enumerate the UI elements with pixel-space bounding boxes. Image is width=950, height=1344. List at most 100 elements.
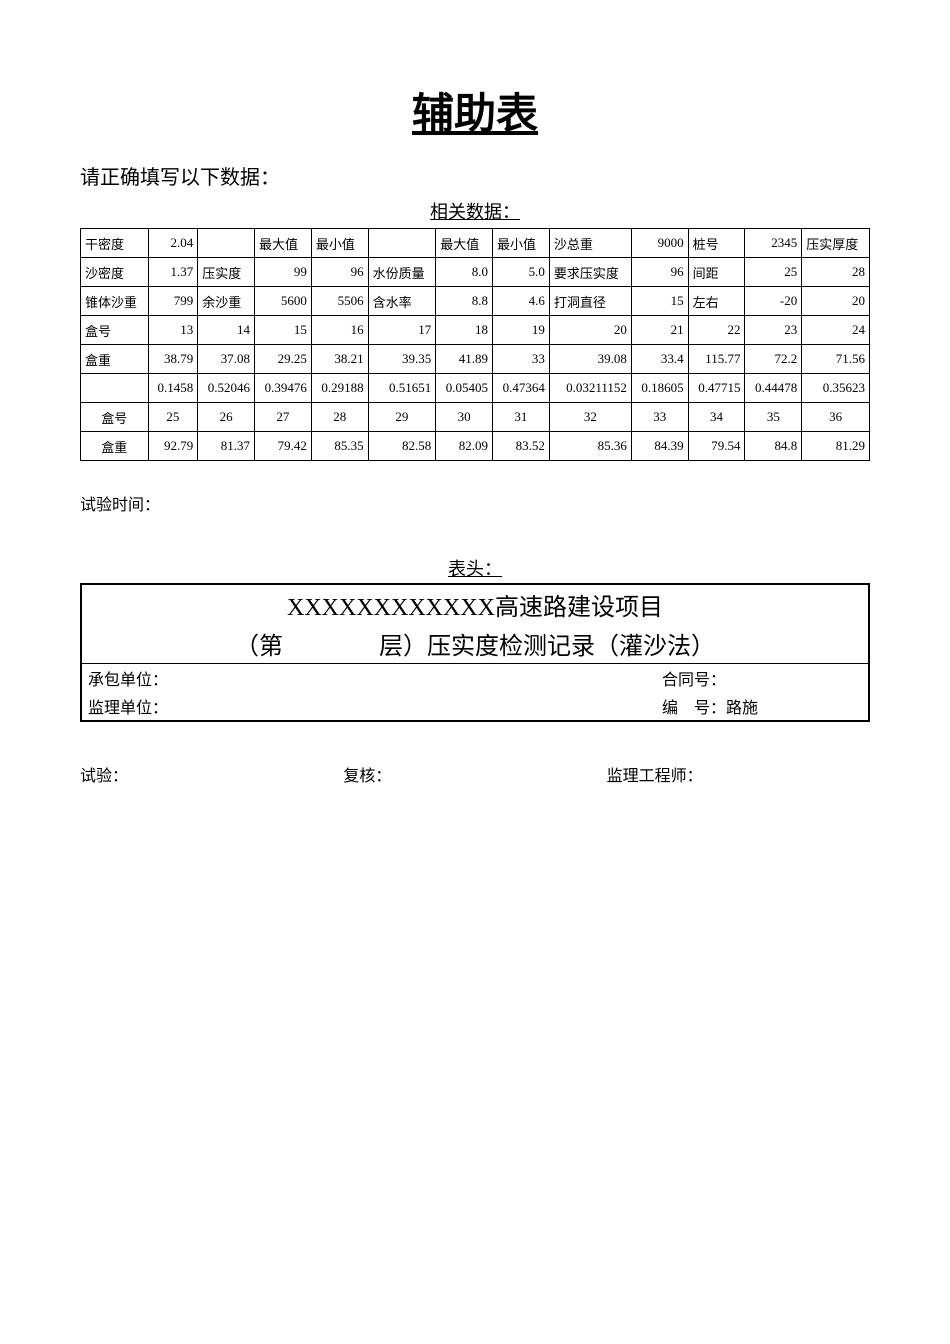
table-cell: 33 <box>493 345 550 374</box>
table-cell: 36 <box>802 403 870 432</box>
table-cell: 最小值 <box>311 229 368 258</box>
table-cell: 锥体沙重 <box>81 287 149 316</box>
table-cell: 0.47715 <box>688 374 745 403</box>
table-cell: 38.21 <box>311 345 368 374</box>
table-cell: 19 <box>493 316 550 345</box>
table-cell: 打洞直径 <box>549 287 631 316</box>
table-cell: 39.08 <box>549 345 631 374</box>
table-cell: 余沙重 <box>198 287 255 316</box>
table-cell: 0.03211152 <box>549 374 631 403</box>
table-cell: 0.1458 <box>148 374 198 403</box>
table-cell: 82.09 <box>436 432 493 461</box>
layer-line: （第 层）压实度检测记录（灌沙法） <box>81 624 869 664</box>
table-cell: 9000 <box>631 229 688 258</box>
doc-no-label: 编 号： <box>662 700 726 717</box>
review-signature: 复核： <box>343 762 606 786</box>
table-cell: 29 <box>368 403 436 432</box>
table-cell: 84.39 <box>631 432 688 461</box>
table-cell: 96 <box>311 258 368 287</box>
table-cell <box>368 229 436 258</box>
table-cell: 15 <box>255 316 312 345</box>
table-cell: 20 <box>549 316 631 345</box>
supervisor-label: 监理单位： <box>88 694 662 718</box>
table-cell: 32 <box>549 403 631 432</box>
table-cell: -20 <box>745 287 802 316</box>
table-cell: 23 <box>745 316 802 345</box>
table-cell: 8.0 <box>436 258 493 287</box>
table-cell: 1.37 <box>148 258 198 287</box>
table-cell <box>81 374 149 403</box>
table-cell: 17 <box>368 316 436 345</box>
table-cell: 28 <box>802 258 870 287</box>
table-cell: 72.2 <box>745 345 802 374</box>
table-cell: 18 <box>436 316 493 345</box>
table-cell: 2345 <box>745 229 802 258</box>
header-section-label: 表头： <box>80 555 870 581</box>
table-cell: 31 <box>493 403 550 432</box>
table-cell: 799 <box>148 287 198 316</box>
table-cell: 沙总重 <box>549 229 631 258</box>
table-cell: 8.8 <box>436 287 493 316</box>
table-cell: 间距 <box>688 258 745 287</box>
trial-time-label: 试验时间： <box>80 491 870 515</box>
table-cell: 0.51651 <box>368 374 436 403</box>
table-cell <box>198 229 255 258</box>
table-cell: 0.05405 <box>436 374 493 403</box>
table-cell: 左右 <box>688 287 745 316</box>
table-cell: 5506 <box>311 287 368 316</box>
data-table: 干密度2.04最大值最小值最大值最小值沙总重9000桩号2345压实厚度沙密度1… <box>80 228 870 461</box>
table-cell: 79.54 <box>688 432 745 461</box>
table-cell: 38.79 <box>148 345 198 374</box>
table-cell: 29.25 <box>255 345 312 374</box>
table-cell: 0.39476 <box>255 374 312 403</box>
contract-no-label: 合同号： <box>662 666 862 690</box>
table-cell: 沙密度 <box>81 258 149 287</box>
table-cell: 81.37 <box>198 432 255 461</box>
table-cell: 79.42 <box>255 432 312 461</box>
table-cell: 13 <box>148 316 198 345</box>
test-signature: 试验： <box>80 762 343 786</box>
table-cell: 92.79 <box>148 432 198 461</box>
table-cell: 82.58 <box>368 432 436 461</box>
table-cell: 压实度 <box>198 258 255 287</box>
table-cell: 盒号 <box>81 316 149 345</box>
table-cell: 22 <box>688 316 745 345</box>
table-cell: 96 <box>631 258 688 287</box>
table-cell: 21 <box>631 316 688 345</box>
table-cell: 2.04 <box>148 229 198 258</box>
table-cell: 盒重 <box>81 345 149 374</box>
table-cell: 34 <box>688 403 745 432</box>
table-cell: 85.36 <box>549 432 631 461</box>
instruction-text: 请正确填写以下数据： <box>80 161 870 190</box>
engineer-signature: 监理工程师： <box>607 762 870 786</box>
data-section-label: 相关数据： <box>80 198 870 224</box>
table-cell: 压实厚度 <box>802 229 870 258</box>
table-cell: 桩号 <box>688 229 745 258</box>
table-cell: 81.29 <box>802 432 870 461</box>
table-cell: 39.35 <box>368 345 436 374</box>
table-cell: 水份质量 <box>368 258 436 287</box>
table-cell: 33 <box>631 403 688 432</box>
table-cell: 25 <box>745 258 802 287</box>
table-cell: 99 <box>255 258 312 287</box>
table-cell: 28 <box>311 403 368 432</box>
table-cell: 最大值 <box>255 229 312 258</box>
table-cell: 0.44478 <box>745 374 802 403</box>
table-cell: 26 <box>198 403 255 432</box>
table-cell: 30 <box>436 403 493 432</box>
table-cell: 含水率 <box>368 287 436 316</box>
table-cell: 4.6 <box>493 287 550 316</box>
table-cell: 盒重 <box>81 432 149 461</box>
table-cell: 85.35 <box>311 432 368 461</box>
table-cell: 最小值 <box>493 229 550 258</box>
table-cell: 71.56 <box>802 345 870 374</box>
table-cell: 27 <box>255 403 312 432</box>
table-cell: 干密度 <box>81 229 149 258</box>
table-cell: 16 <box>311 316 368 345</box>
page-title: 辅助表 <box>80 80 870 141</box>
table-cell: 15 <box>631 287 688 316</box>
table-cell: 最大值 <box>436 229 493 258</box>
table-cell: 5600 <box>255 287 312 316</box>
table-cell: 0.18605 <box>631 374 688 403</box>
contractor-label: 承包单位： <box>88 666 662 690</box>
